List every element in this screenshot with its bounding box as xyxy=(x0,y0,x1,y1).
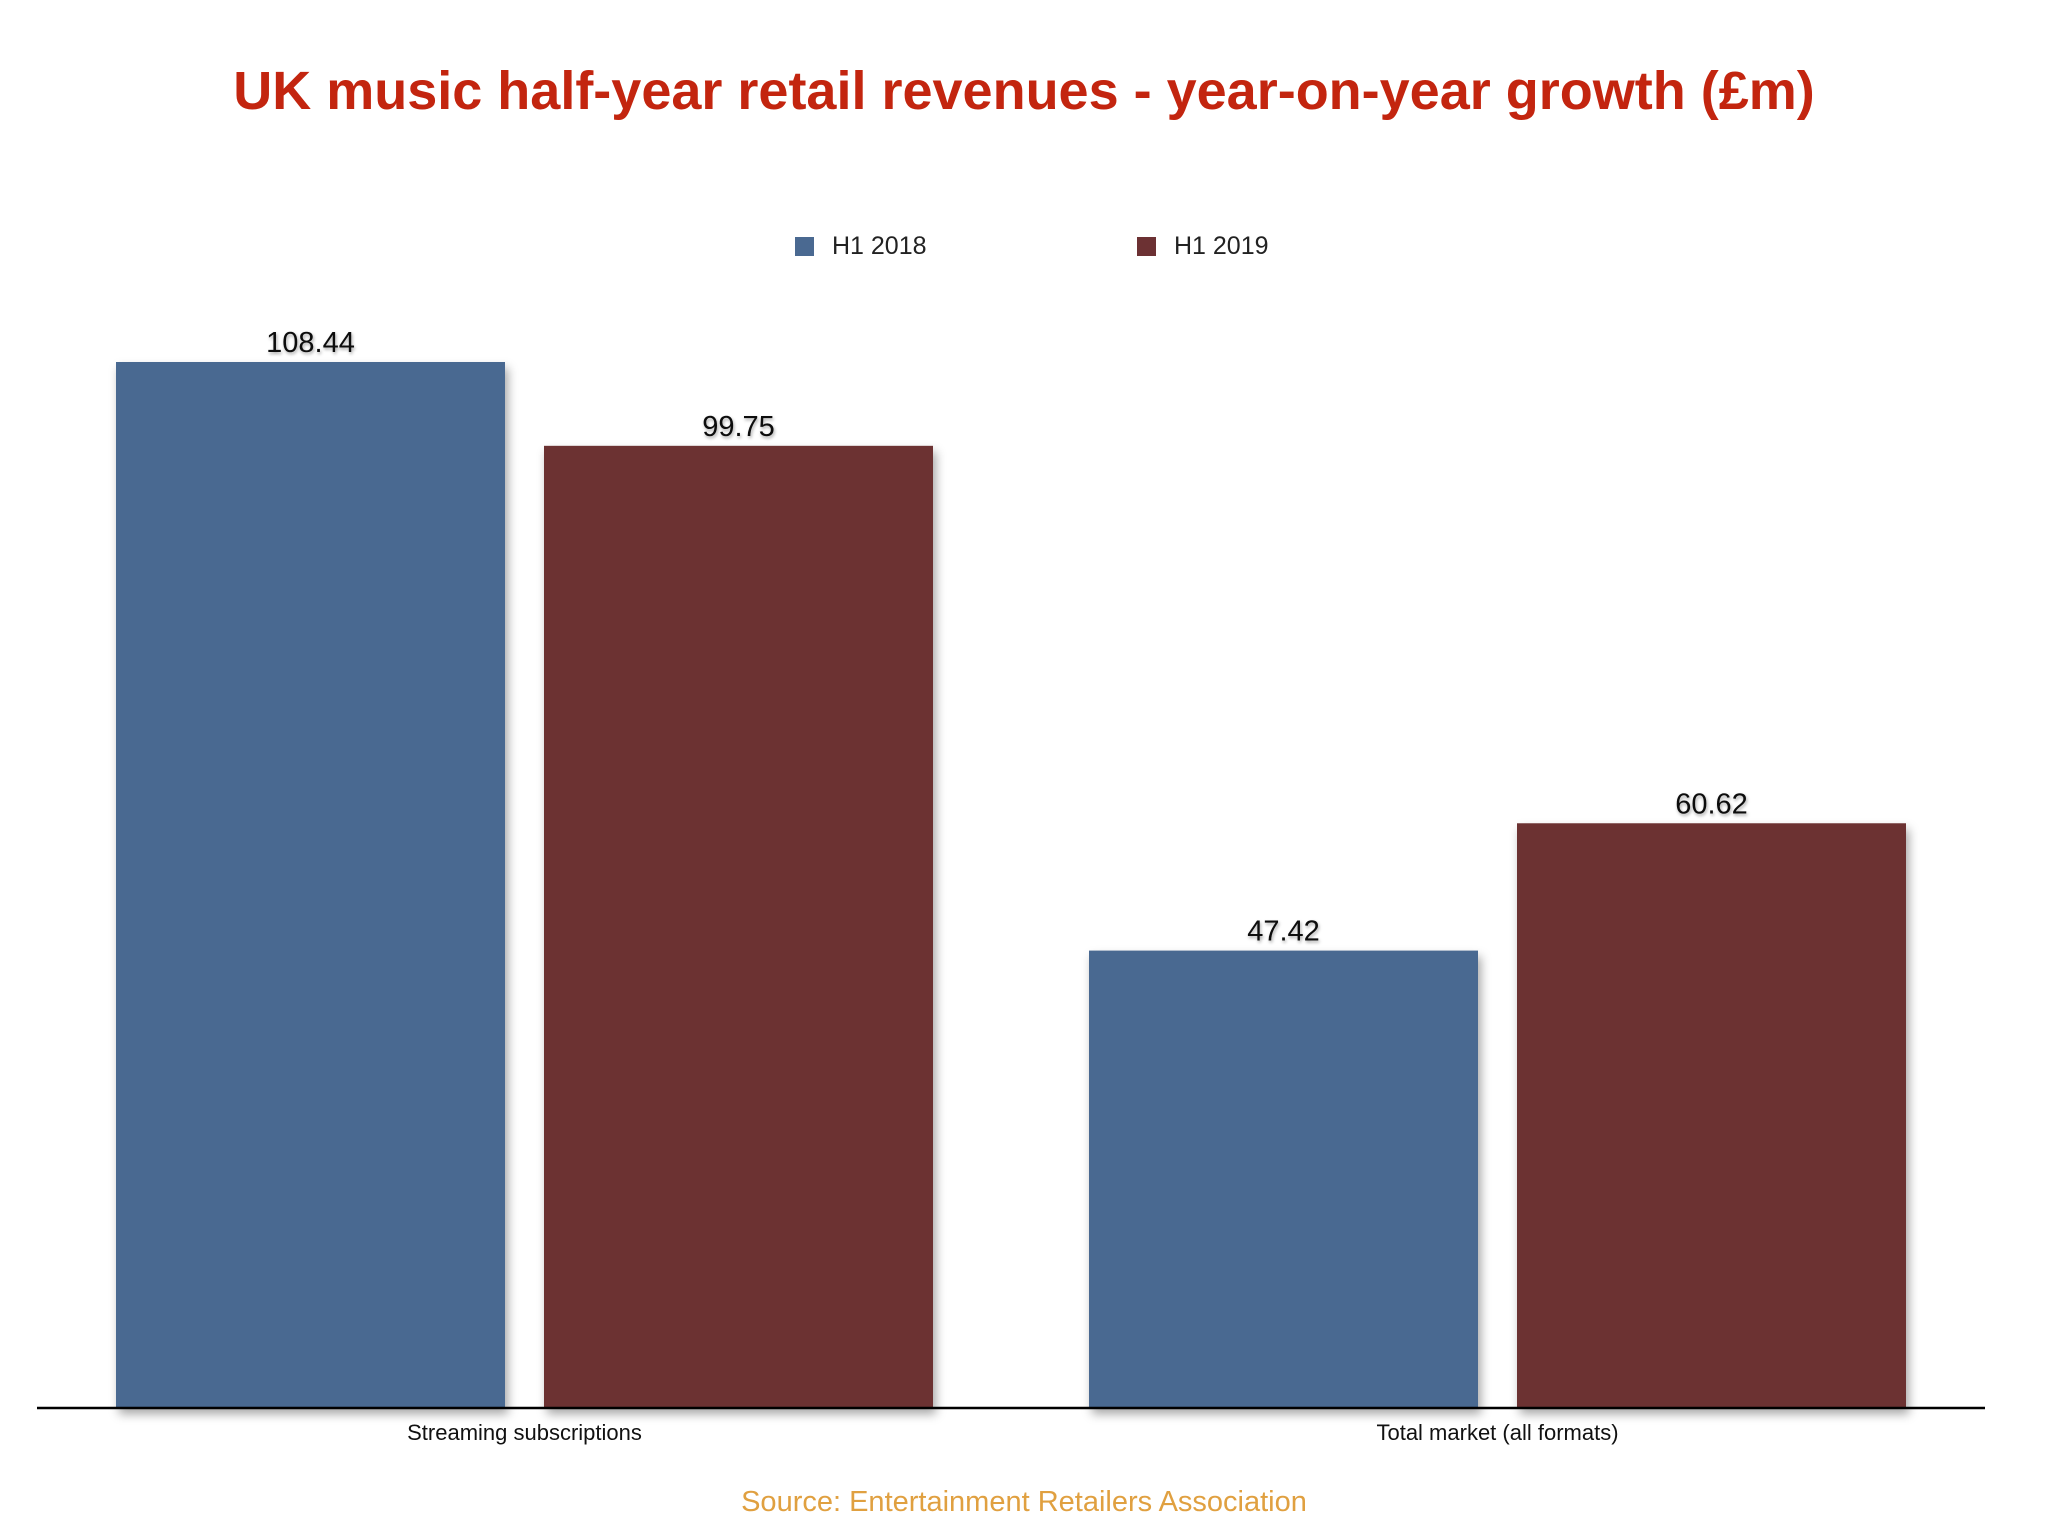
data-label: 99.75 xyxy=(702,411,775,443)
x-tick-label: Streaming subscriptions xyxy=(407,1420,642,1445)
legend-item-h1-2019: H1 2019 xyxy=(1137,232,1269,260)
legend-label: H1 2019 xyxy=(1174,231,1269,260)
data-label: 108.44 xyxy=(266,327,355,359)
legend-swatch xyxy=(1137,236,1156,256)
x-tick-label: Total market (all formats) xyxy=(1376,1420,1618,1445)
chart-title: UK music half-year retail revenues - yea… xyxy=(233,61,1815,121)
data-label: 47.42 xyxy=(1247,916,1320,948)
bar-h1-2018-1 xyxy=(1089,950,1478,1408)
bar-h1-2019-1 xyxy=(1517,823,1906,1408)
bar-h1-2018-0 xyxy=(116,362,505,1408)
bar-h1-2019-0 xyxy=(544,445,933,1408)
legend-label: H1 2018 xyxy=(832,231,927,260)
data-label: 60.62 xyxy=(1675,788,1748,820)
legend-item-h1-2018: H1 2018 xyxy=(795,232,927,260)
legend-swatch xyxy=(795,236,814,256)
source-note: Source: Entertainment Retailers Associat… xyxy=(741,1486,1307,1518)
